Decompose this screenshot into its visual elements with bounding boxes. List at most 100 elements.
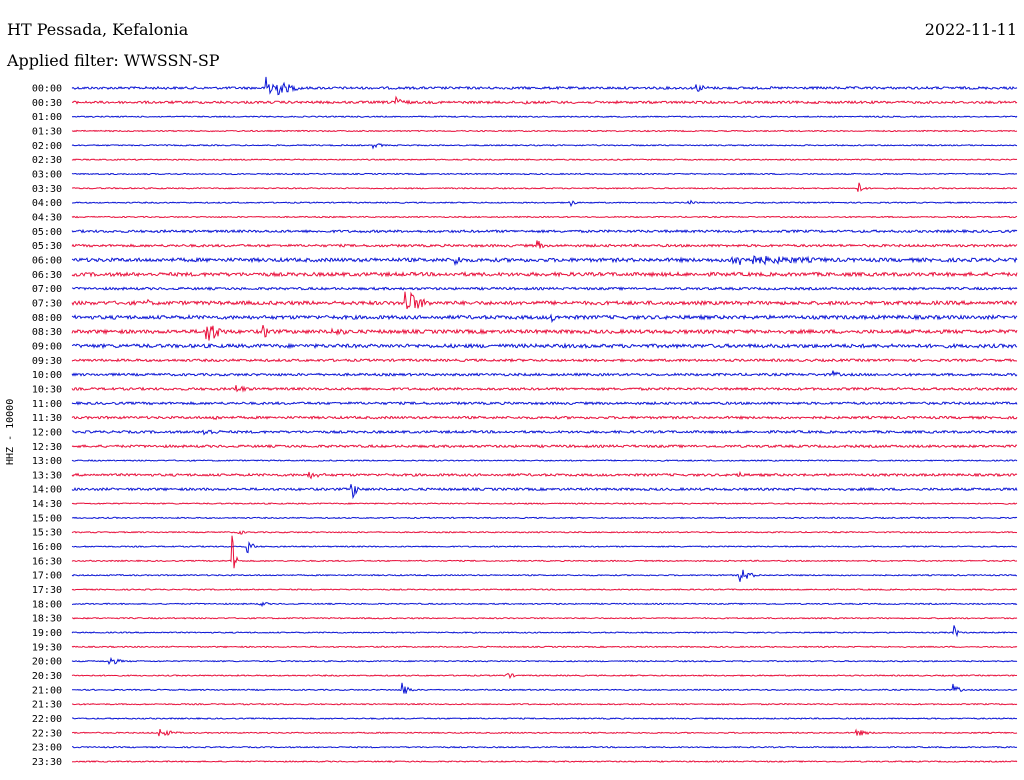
row-time-label: 20:00 [32, 657, 62, 668]
row-time-label: 06:00 [32, 255, 62, 266]
row-time-label: 05:00 [32, 227, 62, 238]
row-time-label: 17:30 [32, 585, 62, 596]
row-time-label: 21:00 [32, 685, 62, 696]
row-time-label: 19:30 [32, 642, 62, 653]
seismogram-trace [71, 625, 1018, 638]
row-time-label: 18:00 [32, 599, 62, 610]
seismogram-trace [72, 601, 1018, 608]
row-time-label: 02:30 [32, 155, 62, 166]
row-time-label: 08:30 [32, 327, 62, 338]
seismogram-trace [71, 645, 1018, 649]
row-time-label: 04:00 [32, 198, 62, 209]
seismogram-trace [71, 182, 1018, 192]
seismogram-trace [71, 459, 1018, 462]
seismogram-trace [71, 255, 1018, 267]
row-time-label: 03:00 [32, 169, 62, 180]
seismogram-trace [71, 443, 1018, 449]
row-time-label: 21:30 [32, 700, 62, 711]
seismogram-trace [71, 385, 1018, 393]
seismogram-trace [71, 502, 1018, 505]
row-time-label: 01:00 [32, 112, 62, 123]
row-time-label: 23:00 [32, 743, 62, 754]
seismogram-trace [71, 324, 1018, 341]
row-time-label: 14:30 [32, 499, 62, 510]
row-time-label: 01:30 [32, 126, 62, 137]
seismogram-trace [72, 717, 1017, 720]
seismogram-trace [71, 370, 1018, 377]
row-time-label: 09:30 [32, 356, 62, 367]
seismogram-trace [71, 429, 1018, 436]
row-time-label: 09:00 [32, 341, 62, 352]
row-time-label: 02:00 [32, 141, 62, 152]
seismogram-trace [71, 569, 1017, 582]
seismogram-trace [71, 158, 1018, 161]
seismogram-trace [71, 470, 1018, 480]
row-time-label: 22:30 [32, 728, 62, 739]
seismogram-trace [71, 129, 1018, 133]
row-time-label: 07:30 [32, 298, 62, 309]
date-label: 2022-11-11 [924, 20, 1017, 39]
row-time-label: 22:00 [32, 714, 62, 725]
seismogram-trace [72, 199, 1018, 208]
seismogram-trace [71, 530, 1018, 535]
seismogram-trace [72, 728, 1018, 737]
row-time-label: 11:30 [32, 413, 62, 424]
seismogram-trace [71, 291, 1018, 310]
seismogram-trace [71, 588, 1018, 591]
row-time-label: 00:30 [32, 98, 62, 109]
row-time-label: 08:00 [32, 313, 62, 324]
seismogram-trace [71, 415, 1018, 421]
seismogram-trace [71, 228, 1018, 234]
row-time-label: 23:30 [32, 757, 62, 768]
seismogram-trace [71, 656, 1018, 665]
seismogram-trace [71, 143, 1018, 150]
row-time-label: 17:00 [32, 571, 62, 582]
seismogram-trace [71, 95, 1018, 105]
row-time-label: 19:00 [32, 628, 62, 639]
station-title: HT Pessada, Kefalonia [7, 20, 189, 39]
row-time-label: 03:30 [32, 184, 62, 195]
seismogram-trace [71, 240, 1018, 249]
row-time-label: 06:30 [32, 270, 62, 281]
seismogram-trace [71, 702, 1018, 706]
seismogram-trace [71, 215, 1018, 219]
row-time-label: 14:00 [32, 485, 62, 496]
seismogram-trace [71, 76, 1018, 96]
seismogram-trace [71, 342, 1018, 350]
row-time-label: 13:30 [32, 470, 62, 481]
row-time-label: 18:30 [32, 614, 62, 625]
seismogram-trace [71, 115, 1018, 118]
seismogram-trace [71, 760, 1018, 763]
row-time-label: 13:00 [32, 456, 62, 467]
row-time-label: 00:00 [32, 84, 62, 95]
seismogram-trace [71, 535, 1018, 569]
row-time-label: 10:30 [32, 384, 62, 395]
row-time-label: 16:00 [32, 542, 62, 553]
seismogram-trace [71, 484, 1018, 500]
seismogram-trace [71, 400, 1018, 406]
seismogram-trace [71, 357, 1018, 363]
row-time-label: 10:00 [32, 370, 62, 381]
seismogram-trace [71, 541, 1018, 554]
row-time-label: 05:30 [32, 241, 62, 252]
row-time-label: 15:00 [32, 513, 62, 524]
row-time-label: 11:00 [32, 399, 62, 410]
seismogram-trace [71, 313, 1018, 324]
row-time-label: 04:30 [32, 212, 62, 223]
row-time-label: 07:00 [32, 284, 62, 295]
seismogram-trace [71, 516, 1018, 520]
row-time-label: 12:30 [32, 442, 62, 453]
seismogram-trace [71, 682, 1018, 694]
row-time-label: 20:30 [32, 671, 62, 682]
filter-label: Applied filter: WWSSN-SP [7, 51, 220, 70]
seismogram-trace [71, 616, 1018, 620]
seismogram-trace [71, 745, 1018, 749]
row-time-label: 15:30 [32, 528, 62, 539]
seismogram-trace [71, 286, 1018, 292]
seismogram-trace [71, 672, 1018, 680]
seismogram-trace [71, 172, 1018, 176]
row-time-label: 16:30 [32, 556, 62, 567]
row-time-label: 12:00 [32, 427, 62, 438]
seismogram-trace [71, 271, 1018, 278]
